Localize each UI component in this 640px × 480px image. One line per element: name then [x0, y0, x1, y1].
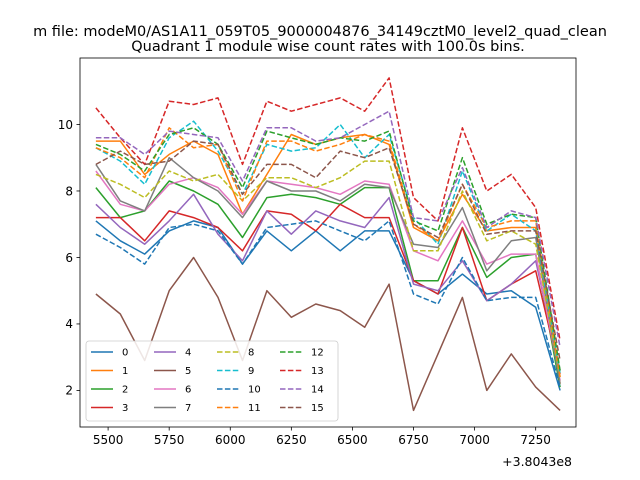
- y-tick-label-10: 10: [58, 118, 73, 132]
- x-tick-label-6750: 6750: [398, 433, 429, 447]
- legend-label-7: 7: [185, 403, 191, 414]
- legend-label-2: 2: [122, 385, 128, 396]
- series-line-4: [95, 193, 561, 371]
- x-tick-label-6500: 6500: [337, 433, 368, 447]
- x-tick-label-5500: 5500: [93, 433, 124, 447]
- legend-box: [85, 340, 339, 422]
- axes-frame: [79, 57, 577, 428]
- figure-suptitle: m file: modeM0/AS1A11_059T05_9000004876_…: [33, 24, 607, 40]
- legend-label-8: 8: [248, 348, 254, 359]
- legend-label-13: 13: [311, 366, 324, 377]
- y-tick-label-6: 6: [65, 251, 73, 265]
- x-tick-label-6250: 6250: [276, 433, 307, 447]
- series-line-14: [95, 110, 561, 348]
- legend-label-12: 12: [311, 348, 324, 359]
- legend-label-5: 5: [185, 366, 191, 377]
- series-line-9: [95, 120, 561, 374]
- y-tick-label-2: 2: [65, 384, 73, 398]
- x-tick-label-7250: 7250: [520, 433, 551, 447]
- x-tick-label-5750: 5750: [154, 433, 185, 447]
- legend-label-14: 14: [311, 385, 324, 396]
- series-line-6: [95, 170, 561, 381]
- y-tick-label-4: 4: [65, 317, 73, 331]
- x-axis-offset-label: +3.8043e8: [502, 454, 572, 469]
- legend-label-0: 0: [122, 348, 128, 359]
- legend-label-15: 15: [311, 403, 324, 414]
- y-tick-label-8: 8: [65, 184, 73, 198]
- series-line-10: [95, 220, 561, 388]
- legend-label-11: 11: [248, 403, 261, 414]
- x-tick-label-6000: 6000: [215, 433, 246, 447]
- legend-label-3: 3: [122, 403, 128, 414]
- series-line-13: [95, 77, 561, 341]
- x-tick-label-7000: 7000: [459, 433, 490, 447]
- legend-label-10: 10: [248, 385, 261, 396]
- chart-title: Quadrant 1 module wise count rates with …: [131, 39, 525, 55]
- legend-label-6: 6: [185, 385, 191, 396]
- legend-label-9: 9: [248, 366, 254, 377]
- plot-area: 5500 5750 6000 6250 6500 6750 7000 7250 2 4 6 8 10 0 1…: [58, 57, 577, 447]
- series-line-15: [95, 140, 561, 361]
- series-line-8: [95, 160, 561, 378]
- legend-label-1: 1: [122, 366, 128, 377]
- series-line-7: [95, 156, 561, 384]
- series-line-3: [95, 203, 561, 374]
- legend-label-4: 4: [185, 348, 191, 359]
- series-line-12: [95, 127, 561, 371]
- series-line-5: [95, 256, 561, 412]
